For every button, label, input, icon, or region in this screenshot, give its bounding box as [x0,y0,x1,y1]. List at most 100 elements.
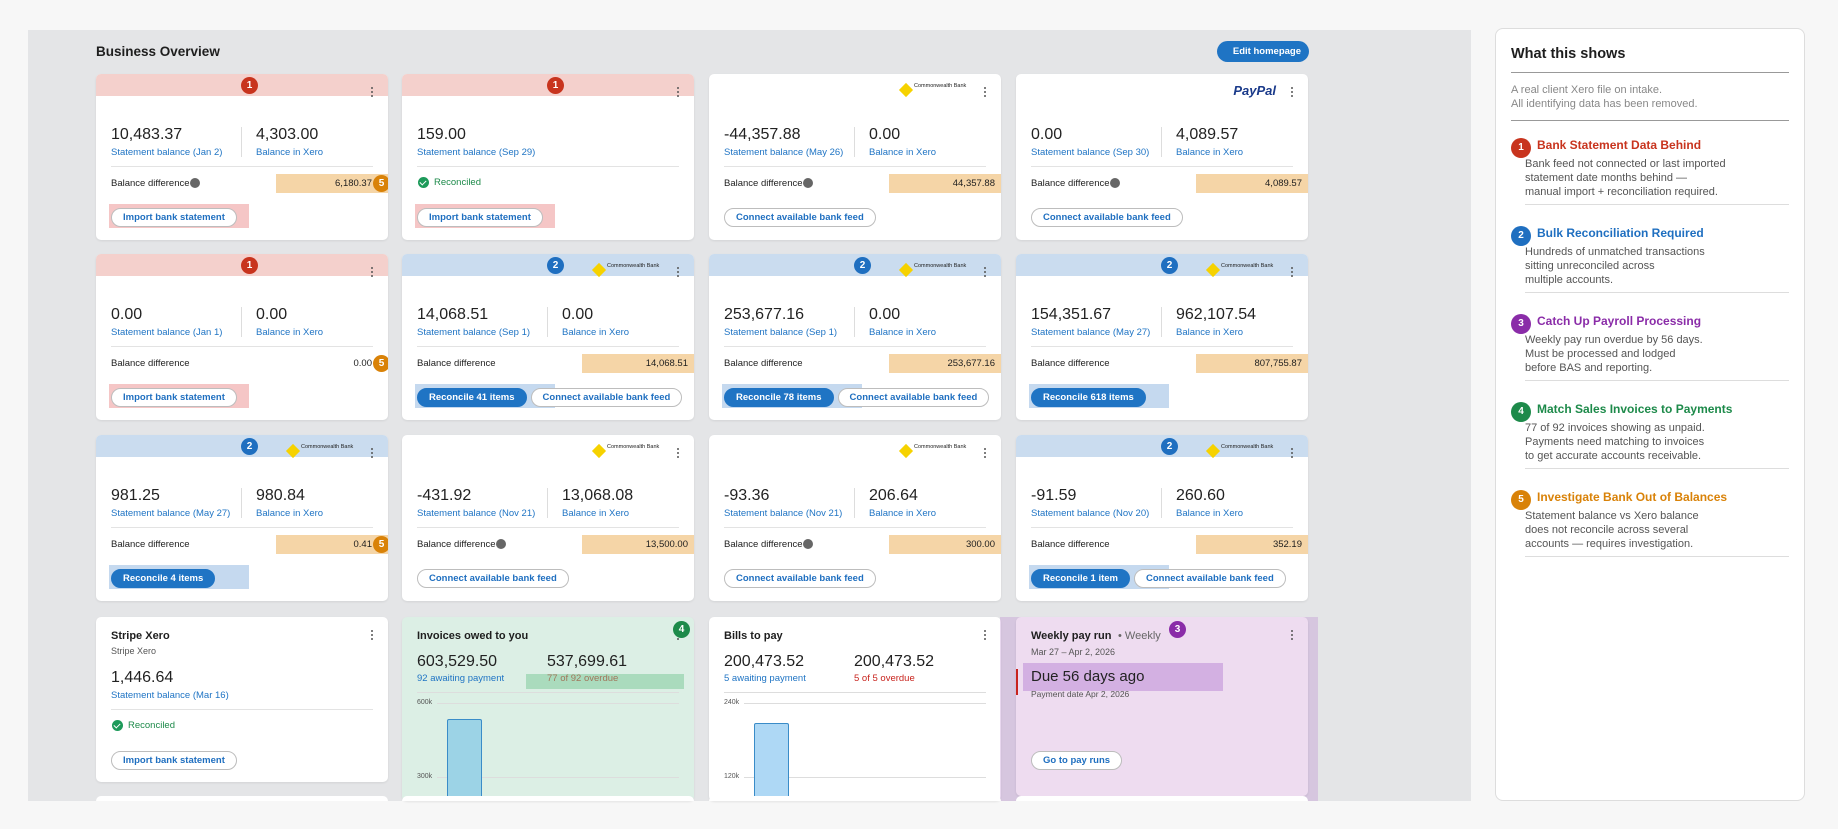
card-button[interactable]: Connect available bank feed [530,388,683,407]
rule [1511,72,1789,73]
card-button[interactable]: Reconcile 41 items [417,388,527,407]
statement-label: Statement balance (Nov 21) [417,508,536,519]
difference-label: Balance difference [111,539,190,550]
difference-value: 807,755.87 [1254,358,1302,369]
bank-card: PayPal 0.00 Statement balance (Sep 30) 4,08… [1016,74,1308,240]
legend-description: Payments need matching to invoices [1525,436,1705,448]
button-row: Connect available bank feed [417,568,573,588]
pay-period: Mar 27 – Apr 2, 2026 [1031,647,1116,657]
xero-balance: 260.60 [1176,487,1225,504]
legend-description: Statement balance vs Xero balance [1525,510,1699,522]
separator [417,346,679,347]
button-row: Import bank statement [417,207,547,227]
legend-title: Match Sales Invoices to Payments [1537,402,1733,416]
statement-label: Statement balance (Nov 21) [724,508,843,519]
legend-description: before BAS and reporting. [1525,362,1653,374]
menu-dot [677,87,679,89]
rule [1525,380,1789,381]
bank-card: 2 Commonwealth Bank 981.25 Statement balanc… [96,435,388,601]
menu-dot [1291,630,1293,632]
rule [1511,120,1789,121]
stripe-card: Stripe Xero Stripe Xero 1,446.64 Statement … [96,617,388,782]
card-button[interactable]: Import bank statement [111,208,237,227]
legend-description: Must be processed and lodged [1525,348,1676,360]
payment-date: Payment date Apr 2, 2026 [1031,689,1130,699]
xero-balance: 13,068.08 [562,487,634,504]
card-button[interactable]: Import bank statement [417,208,543,227]
xero-balance: 0.00 [869,126,901,143]
card-button[interactable]: Reconcile 78 items [724,388,834,407]
difference-highlight [889,535,1001,554]
grid-line [437,703,679,704]
paypal-logo: PayPal [1233,83,1276,98]
button-row: Reconcile 41 items Connect available bank… [417,387,686,407]
difference-value: 44,357.88 [952,178,995,189]
bank-logo: Commonwealth Bank [607,263,660,269]
button-row: Connect available bank feed [1031,207,1187,227]
card-button[interactable]: Connect available bank feed [724,208,876,227]
card-button[interactable]: Import bank statement [111,751,237,770]
badge: 1 [241,77,258,94]
separator [724,692,986,693]
panel-title: What this shows [1511,46,1626,62]
payrun-card: Weekly pay run • Weekly 3 Mar 27 – Apr 2, 2… [1016,617,1308,796]
statement-balance: -91.59 [1031,487,1077,504]
xero-label: Balance in Xero [869,147,937,158]
check-icon [112,720,123,731]
card-button[interactable]: Connect available bank feed [837,388,990,407]
reconciled-label: Reconciled [434,177,481,188]
card-edge [1016,796,1308,801]
awaiting-amount: 603,529.50 [417,653,498,670]
menu-dot [677,448,679,450]
menu-dot [371,638,373,640]
axis-label: 300k [417,773,433,780]
edit-homepage-button[interactable]: Edit homepage [1217,41,1309,62]
legend-description: 77 of 92 invoices showing as unpaid. [1525,422,1705,434]
difference-value: 0.00 [353,358,373,369]
xero-balance: 0.00 [869,306,901,323]
card-button[interactable]: Go to pay runs [1031,751,1123,770]
bank-card: Commonwealth Bank -93.36 Statement balance… [709,435,1001,601]
divider [1161,307,1162,337]
statement-label: Statement balance (Sep 29) [417,147,536,158]
difference-value: 4,089.57 [1265,178,1302,189]
badge: 2 [547,257,564,274]
bank-logo: Commonwealth Bank [607,444,660,450]
statement-balance: 981.25 [111,487,160,504]
separator [724,346,986,347]
bar [754,723,789,801]
statement-balance: 159.00 [417,126,466,143]
card-button[interactable]: Connect available bank feed [1133,569,1286,588]
legend-description: statement date months behind — [1525,172,1688,184]
difference-highlight [1196,174,1308,193]
statement-label: Statement balance (May 27) [111,508,231,519]
axis-label: 120k [724,773,740,780]
overdue-amount: 537,699.61 [547,653,628,670]
xero-label: Balance in Xero [562,508,630,519]
card-button[interactable]: Connect available bank feed [724,569,876,588]
menu-dot [984,452,986,454]
menu-dot [677,271,679,273]
overdue-highlight [526,674,684,689]
legend-description: Hundreds of unmatched transactions [1525,246,1705,258]
badge: 1 [547,77,564,94]
card-button[interactable]: Connect available bank feed [1031,208,1183,227]
card-button[interactable]: Connect available bank feed [417,569,569,588]
bank-card: 2 Commonwealth Bank 253,677.16 Statement ba… [709,254,1001,420]
info-icon [496,539,506,549]
divider [547,307,548,337]
card-button[interactable]: Reconcile 1 item [1031,569,1130,588]
menu-dot [1291,271,1293,273]
rule [1525,556,1789,557]
info-icon [803,178,813,188]
divider [241,488,242,518]
menu-dot [371,271,373,273]
card-button[interactable]: Reconcile 618 items [1031,388,1146,407]
bank-card: Commonwealth Bank -431.92 Statement balanc… [402,435,694,601]
card-button[interactable]: Import bank statement [111,388,237,407]
card-edge [402,796,694,801]
separator [417,692,679,693]
card-button[interactable]: Reconcile 4 items [111,569,216,588]
xero-label: Balance in Xero [1176,147,1244,158]
xero-label: Balance in Xero [256,147,324,158]
